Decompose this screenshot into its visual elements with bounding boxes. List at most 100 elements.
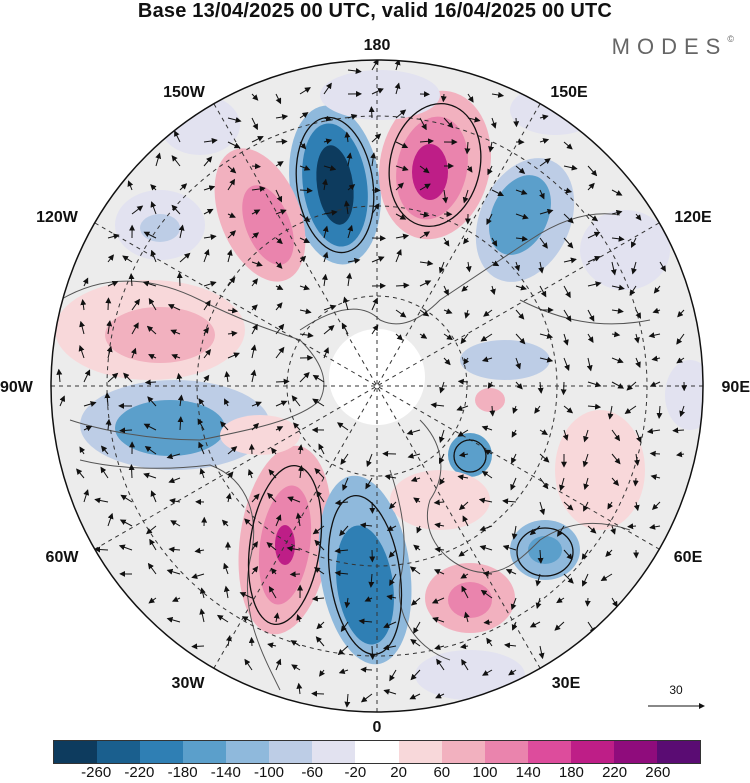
wind-vector: [651, 501, 661, 511]
wind-vector: [419, 309, 430, 317]
wind-vector: [511, 621, 518, 631]
wind-vector: [515, 165, 526, 174]
wind-vector: [465, 261, 472, 273]
colorbar-swatch: [398, 741, 442, 763]
wind-vector: [430, 402, 445, 409]
wind-vector: [464, 141, 471, 155]
wind-vector: [199, 587, 206, 599]
wind-vector: [336, 422, 349, 431]
lon-label-150w: 150W: [163, 84, 206, 101]
wind-vector: [515, 189, 528, 195]
wind-vector: [515, 333, 526, 345]
wind-vector: [179, 183, 188, 191]
wind-vector: [83, 401, 97, 407]
wind-vector: [515, 284, 527, 291]
wind-vector: [371, 88, 385, 95]
wind-vector: [443, 117, 454, 129]
colorbar-swatch: [312, 741, 356, 763]
wind-vector: [563, 501, 574, 511]
wind-vector: [431, 597, 445, 604]
wind-vector: [168, 477, 181, 484]
wind-vector: [611, 209, 623, 216]
lon-label-90w: 90W: [0, 379, 34, 396]
wind-vector: [539, 208, 554, 215]
wind-vector: [323, 304, 337, 311]
wind-vector: [251, 93, 259, 101]
wind-vector: [344, 131, 351, 143]
wind-vector: [251, 493, 260, 503]
wind-vector: [462, 189, 469, 204]
wind-vector: [143, 472, 157, 479]
wind-vector: [275, 302, 283, 311]
wind-vector: [316, 621, 325, 630]
wind-vector: [247, 468, 254, 479]
colorbar-swatch: [570, 741, 614, 763]
wind-vector: [635, 213, 642, 221]
wind-vector: [105, 297, 112, 311]
wind-vector: [539, 501, 546, 516]
wind-vector: [197, 418, 205, 431]
wind-vector: [171, 596, 181, 602]
wind-vector: [607, 405, 614, 420]
colorbar-swatch: [527, 741, 571, 763]
wind-vector: [563, 285, 571, 299]
wind-vector: [510, 597, 517, 611]
wind-vector: [478, 497, 493, 504]
wind-vector: [563, 237, 574, 249]
wind-vector: [383, 621, 397, 629]
wind-vector: [410, 639, 421, 647]
wind-vector: [275, 284, 284, 290]
wind-vector: [512, 405, 518, 414]
wind-vector: [629, 285, 637, 296]
wind-vector: [250, 369, 257, 383]
wind-vector: [631, 237, 637, 248]
wind-vector: [371, 297, 378, 311]
wind-vector: [340, 453, 349, 465]
wind-vector: [366, 453, 373, 468]
wind-vector: [646, 428, 661, 435]
wind-vector: [293, 422, 301, 431]
wind-vector: [539, 285, 547, 298]
wind-vector: [457, 429, 469, 437]
wind-vector: [131, 322, 139, 335]
wind-vector: [94, 546, 109, 553]
wind-vector: [203, 374, 210, 383]
colorbar: [53, 740, 701, 764]
wind-vector: [227, 230, 237, 239]
wind-vector: [659, 261, 666, 272]
wind-vector: [672, 427, 685, 434]
wind-vector: [395, 141, 409, 149]
wind-vector: [557, 525, 565, 537]
wind-vector: [266, 542, 277, 551]
wind-vector: [347, 224, 354, 239]
wind-vector: [539, 356, 554, 363]
wind-vector: [490, 285, 496, 296]
wind-vector: [395, 213, 407, 220]
wind-vector: [251, 566, 259, 575]
wind-vector: [168, 546, 181, 553]
wind-vector: [244, 658, 253, 671]
colorbar-tick-label: -140: [210, 764, 241, 781]
wind-vector: [107, 254, 115, 263]
wind-vector: [251, 422, 260, 431]
wind-vector: [150, 184, 157, 191]
wind-vector: [150, 490, 157, 503]
wind-vector: [94, 497, 109, 504]
wind-vector: [80, 299, 87, 311]
wind-vector: [299, 87, 311, 95]
wind-vector: [251, 232, 260, 239]
colorbar-tick-label: -100: [253, 764, 285, 781]
wind-vector: [120, 494, 133, 503]
wind-vector: [461, 585, 469, 599]
wind-vector: [170, 329, 181, 336]
wind-vector: [339, 525, 349, 537]
wind-vector: [223, 585, 230, 599]
wind-vector: [676, 451, 685, 458]
wind-vector: [395, 233, 410, 240]
wind-vector: [311, 690, 325, 697]
wind-vector: [147, 396, 157, 407]
wind-vector: [586, 357, 593, 372]
wind-vector: [299, 165, 311, 171]
wind-vector: [539, 477, 549, 490]
wind-vector: [248, 636, 255, 647]
